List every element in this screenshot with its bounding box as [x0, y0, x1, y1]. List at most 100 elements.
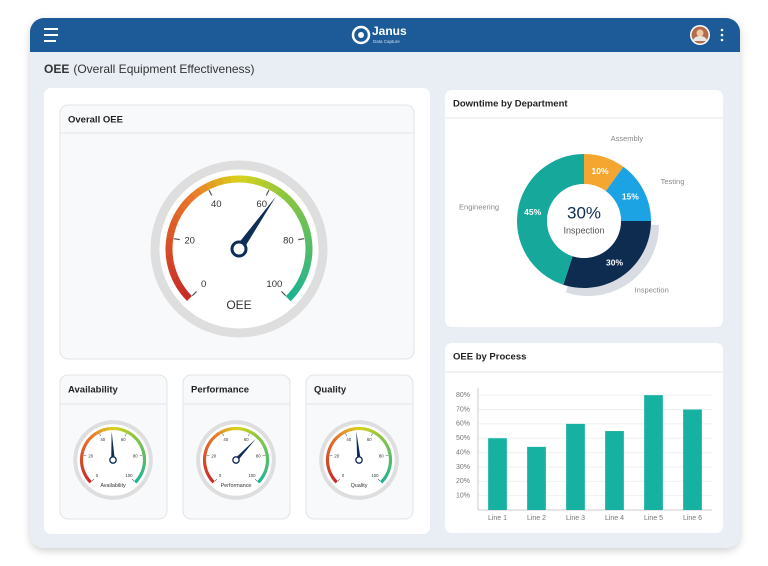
gauge-arc: [220, 428, 226, 434]
gauge-arc: [347, 427, 353, 432]
gauge-arc: [82, 443, 87, 449]
gauge-arc: [292, 205, 304, 217]
gauge-needle: [111, 431, 115, 461]
y-tick-label: 60%: [456, 421, 470, 428]
gauge-arc: [332, 437, 338, 443]
bar: [566, 423, 585, 510]
gauge-arc: [262, 443, 267, 449]
slice-value-label: 45%: [524, 207, 541, 217]
slice-name: Assembly: [611, 134, 644, 143]
gauge-arc: [204, 469, 209, 474]
gauge-tick-label: 40: [211, 199, 222, 210]
gauge-needle: [356, 431, 361, 461]
gauge-arc: [176, 283, 187, 295]
gauge-arc: [84, 475, 90, 481]
gauge-arc: [304, 254, 313, 264]
header-bar: [30, 18, 740, 52]
gauge-tick-label: 20: [184, 236, 195, 247]
gauge-arc: [174, 205, 186, 217]
gauge-arc: [369, 428, 375, 434]
bar: [683, 409, 702, 510]
gauge-tick-label: 60: [244, 437, 249, 442]
gauge-tick-label: 100: [371, 473, 379, 478]
gauge-arc: [139, 443, 144, 449]
gauge-tick: [298, 238, 305, 241]
x-tick-label: Line 6: [683, 515, 702, 522]
donut-hole: [547, 184, 621, 258]
gauge-arc: [255, 434, 261, 440]
gauge-tick: [99, 433, 101, 437]
gauge-arc: [207, 475, 213, 481]
gauge-arc: [351, 427, 356, 431]
gauge-arc: [141, 465, 146, 471]
slice-name: Engineering: [459, 203, 499, 212]
gauge-arc: [340, 430, 346, 436]
bar: [488, 438, 507, 510]
gauge-arc: [209, 478, 215, 484]
gauge-arc: [261, 180, 273, 190]
gauge-arc: [380, 478, 385, 484]
x-tick-label: Line 2: [527, 515, 546, 522]
gauge-arc: [334, 434, 340, 440]
bar: [605, 431, 624, 510]
gauge-arc: [386, 447, 391, 453]
gauge-arc: [387, 451, 392, 456]
gauge-arc: [375, 432, 381, 438]
gauge-title: Overall OEE: [68, 115, 123, 126]
gauge-arc: [378, 434, 384, 440]
gauge-tick: [248, 433, 250, 437]
gauge-arc: [302, 229, 312, 240]
gauge-arc: [384, 472, 390, 478]
gauge-arc: [242, 427, 248, 432]
gauge-arc: [205, 179, 217, 190]
gauge-arc: [81, 447, 86, 452]
donut-slice: [605, 166, 651, 221]
gauge-arc: [263, 447, 268, 453]
center-value: 30%: [567, 203, 601, 222]
gauge-arc: [80, 450, 85, 456]
gauge-arc: [191, 187, 203, 199]
chart-title: Downtime by Department: [453, 99, 568, 110]
y-tick-label: 20%: [456, 478, 470, 485]
gauge-arc: [328, 443, 333, 449]
gauge-tick-label: 80: [256, 454, 261, 459]
avatar[interactable]: [690, 25, 710, 45]
gauge-arc: [299, 269, 309, 281]
center-name: Inspection: [563, 225, 604, 235]
gauge-tick: [377, 478, 381, 482]
gauge-arc: [382, 475, 388, 481]
gauge-arc: [209, 437, 215, 443]
gauge-tick: [173, 238, 180, 241]
gauge-tick-label: 100: [125, 473, 133, 478]
gauge-hub: [109, 456, 117, 464]
gauge-arc: [265, 462, 269, 467]
menu-button[interactable]: [44, 28, 58, 42]
gauge-hub: [232, 456, 240, 464]
gauge-arc: [365, 427, 371, 432]
gauge-arc: [326, 450, 331, 456]
gauge-arc: [264, 465, 269, 471]
gauge-needle: [234, 439, 256, 462]
bar: [527, 446, 546, 510]
gauge-arc: [203, 465, 208, 471]
brand: Janus: [372, 24, 407, 38]
x-tick-label: Line 1: [488, 515, 507, 522]
gauge-label: OEE: [226, 298, 251, 312]
donut-slice: [516, 154, 584, 285]
gauge-arc: [362, 427, 367, 431]
gauge-arc: [239, 427, 244, 431]
gauge-arc: [304, 237, 313, 247]
gauge-hub: [230, 240, 248, 258]
more-menu[interactable]: [720, 28, 724, 42]
slice-name: Testing: [661, 177, 685, 186]
slice-value-label: 15%: [622, 192, 639, 202]
gauge-arc: [300, 220, 310, 232]
gauge-arc: [123, 428, 129, 434]
gauge-tick: [131, 478, 135, 482]
gauge-arc: [129, 432, 135, 438]
gauge-arc: [205, 443, 210, 449]
gauge-label: Availability: [100, 483, 126, 489]
gauge-arc: [214, 432, 220, 438]
gauge-tick-label: 20: [334, 454, 339, 459]
